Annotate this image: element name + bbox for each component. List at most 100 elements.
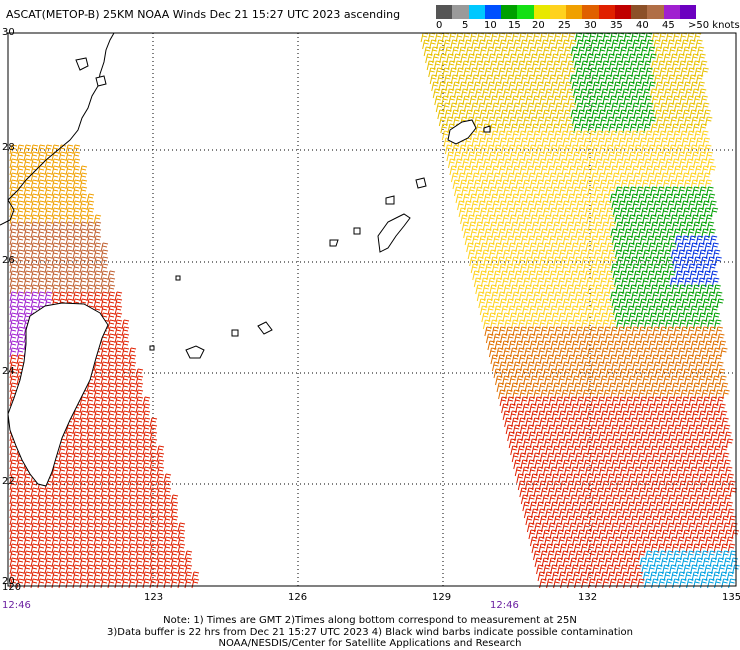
china-coastline: [0, 32, 115, 226]
wind-barb: [107, 466, 116, 477]
wind-barb: [107, 298, 116, 309]
wind-barb: [426, 60, 435, 71]
wind-barb: [156, 501, 165, 512]
wind-barb: [434, 95, 442, 106]
wind-barb: [163, 529, 172, 540]
wind-barb: [93, 473, 102, 484]
wind-barb: [114, 361, 123, 372]
wind-barb: [438, 116, 447, 127]
wind-barb: [44, 256, 53, 267]
wind-barb: [65, 515, 74, 526]
wind-barb: [142, 459, 151, 470]
y-tick-label: 28: [2, 142, 15, 153]
wind-barb: [142, 452, 151, 463]
wind-barb: [58, 256, 67, 267]
wind-barb: [86, 501, 95, 512]
wind-barb: [114, 578, 123, 589]
wind-barb: [23, 536, 32, 547]
wind-barb: [79, 417, 88, 428]
wind-barb: [149, 515, 158, 526]
wind-barb: [9, 515, 18, 526]
y-tick-label: 26: [2, 255, 15, 266]
wind-barb: [37, 235, 46, 246]
wind-barb: [23, 480, 32, 491]
wind-barb: [72, 186, 81, 197]
wind-barb: [65, 529, 74, 540]
wind-barb: [65, 270, 74, 281]
wind-barb: [65, 564, 74, 575]
wind-barb: [107, 557, 116, 568]
wind-barb: [128, 438, 137, 449]
wind-barb: [191, 578, 200, 589]
wind-speed-colorbar: [436, 5, 696, 19]
wind-barb: [107, 452, 116, 463]
wind-barb: [135, 382, 144, 393]
wind-barb: [23, 193, 32, 204]
wind-barb: [9, 368, 18, 379]
wind-barb: [191, 571, 200, 582]
wind-barb: [65, 543, 74, 554]
wind-barb: [128, 368, 137, 379]
wind-barb: [142, 438, 151, 449]
wind-barb: [86, 277, 95, 288]
wind-barb: [100, 445, 109, 456]
wind-barb: [44, 529, 53, 540]
colorbar-label: >50 knots: [688, 20, 740, 31]
wind-barb: [65, 431, 74, 442]
wind-barb: [51, 536, 60, 547]
wind-barb: [121, 431, 130, 442]
wind-barb: [65, 158, 74, 169]
wind-barb: [79, 228, 88, 239]
wind-barb: [30, 228, 39, 239]
wind-barb: [149, 501, 158, 512]
y-tick-label: 22: [2, 476, 15, 487]
wind-barb: [44, 263, 53, 274]
wind-barb: [44, 571, 53, 582]
wind-barb: [44, 214, 53, 225]
wind-barb: [79, 529, 88, 540]
wind-barb: [149, 417, 158, 428]
wind-barb: [16, 494, 25, 505]
wind-barb: [121, 438, 130, 449]
wind-barb: [58, 487, 67, 498]
wind-barb: [107, 347, 116, 358]
wind-barb: [107, 508, 116, 519]
wind-barb: [72, 179, 81, 190]
wind-barb: [86, 396, 95, 407]
wind-barb: [79, 487, 88, 498]
wind-barb: [114, 515, 123, 526]
wind-barb: [135, 564, 144, 575]
wind-barb: [93, 221, 102, 232]
wind-barb: [107, 312, 116, 323]
wind-barb: [107, 375, 116, 386]
wind-barb: [44, 172, 53, 183]
wind-barb: [128, 424, 137, 435]
wind-barb: [72, 536, 81, 547]
wind-barb: [100, 256, 109, 267]
wind-barb: [93, 291, 102, 302]
wind-barb: [65, 578, 74, 589]
wind-barb: [51, 508, 60, 519]
wind-barb: [135, 522, 144, 533]
wind-barb: [121, 508, 130, 519]
wind-barb: [86, 459, 95, 470]
wind-barb: [72, 543, 81, 554]
wind-barb: [121, 501, 130, 512]
wind-barb: [23, 186, 32, 197]
wind-barb: [142, 396, 151, 407]
wind-barb: [114, 305, 123, 316]
wind-barb: [128, 375, 137, 386]
wind-barb: [37, 193, 46, 204]
wind-barb: [44, 228, 53, 239]
wind-barb: [100, 396, 109, 407]
wind-barb: [107, 445, 116, 456]
wind-barb: [100, 375, 109, 386]
wind-barb: [142, 466, 151, 477]
wind-barb: [16, 235, 25, 246]
wind-barb: [65, 466, 74, 477]
wind-barb: [9, 354, 18, 365]
wind-barb: [16, 151, 25, 162]
wind-barb: [107, 480, 116, 491]
wind-barb: [44, 270, 53, 281]
island-icon: [175, 275, 181, 281]
